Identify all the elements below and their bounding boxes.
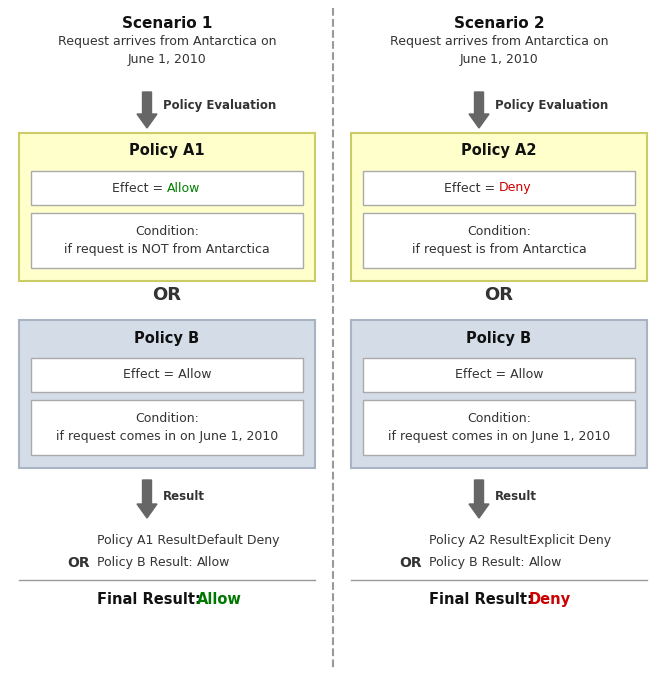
Text: Policy A2 Result:: Policy A2 Result: bbox=[429, 534, 533, 547]
Text: Policy A2: Policy A2 bbox=[462, 144, 537, 159]
Text: Condition:
if request is from Antarctica: Condition: if request is from Antarctica bbox=[412, 225, 587, 256]
Text: Explicit Deny: Explicit Deny bbox=[529, 534, 611, 547]
Text: Condition:
if request comes in on June 1, 2010: Condition: if request comes in on June 1… bbox=[388, 412, 610, 443]
Bar bbox=[31, 171, 303, 205]
Text: OR: OR bbox=[399, 556, 422, 570]
Text: Deny: Deny bbox=[529, 592, 571, 607]
Text: Scenario 1: Scenario 1 bbox=[122, 16, 212, 31]
Text: Policy B: Policy B bbox=[134, 330, 200, 346]
Text: Policy Evaluation: Policy Evaluation bbox=[495, 100, 608, 113]
FancyArrow shape bbox=[137, 480, 157, 518]
Text: Scenario 2: Scenario 2 bbox=[454, 16, 545, 31]
Text: Effect = Allow: Effect = Allow bbox=[455, 369, 543, 382]
FancyArrow shape bbox=[137, 92, 157, 128]
Bar bbox=[31, 400, 303, 455]
Text: Result: Result bbox=[495, 490, 537, 502]
Bar bbox=[351, 133, 647, 281]
Text: Policy A1: Policy A1 bbox=[129, 144, 205, 159]
Bar bbox=[351, 320, 647, 468]
Text: Allow: Allow bbox=[529, 556, 563, 569]
Text: Policy A1 Result:: Policy A1 Result: bbox=[97, 534, 200, 547]
Text: Final Result:: Final Result: bbox=[97, 592, 201, 607]
Text: Effect =: Effect = bbox=[112, 182, 167, 195]
Text: Policy Evaluation: Policy Evaluation bbox=[163, 100, 276, 113]
Text: OR: OR bbox=[485, 286, 513, 304]
Bar bbox=[19, 320, 315, 468]
Bar bbox=[31, 358, 303, 392]
Text: Effect = Allow: Effect = Allow bbox=[123, 369, 211, 382]
Text: Allow: Allow bbox=[167, 182, 200, 195]
FancyArrow shape bbox=[469, 480, 489, 518]
Text: OR: OR bbox=[67, 556, 90, 570]
FancyArrow shape bbox=[469, 92, 489, 128]
Text: Condition:
if request is NOT from Antarctica: Condition: if request is NOT from Antarc… bbox=[64, 225, 270, 256]
Text: Policy B Result:: Policy B Result: bbox=[429, 556, 525, 569]
Text: Default Deny: Default Deny bbox=[197, 534, 279, 547]
Bar bbox=[363, 213, 635, 268]
Text: Final Result:: Final Result: bbox=[429, 592, 533, 607]
Text: Policy B: Policy B bbox=[466, 330, 531, 346]
Text: Effect =: Effect = bbox=[444, 182, 499, 195]
Text: Request arrives from Antarctica on
June 1, 2010: Request arrives from Antarctica on June … bbox=[58, 35, 276, 66]
Bar bbox=[19, 133, 315, 281]
Bar bbox=[363, 400, 635, 455]
Bar bbox=[363, 171, 635, 205]
Text: Allow: Allow bbox=[197, 592, 242, 607]
Text: Request arrives from Antarctica on
June 1, 2010: Request arrives from Antarctica on June … bbox=[390, 35, 608, 66]
Text: Condition:
if request comes in on June 1, 2010: Condition: if request comes in on June 1… bbox=[56, 412, 278, 443]
Text: Result: Result bbox=[163, 490, 205, 502]
Text: Allow: Allow bbox=[197, 556, 230, 569]
Text: Policy B Result:: Policy B Result: bbox=[97, 556, 193, 569]
Text: Deny: Deny bbox=[499, 182, 531, 195]
Bar bbox=[363, 358, 635, 392]
Text: OR: OR bbox=[152, 286, 182, 304]
Bar bbox=[31, 213, 303, 268]
